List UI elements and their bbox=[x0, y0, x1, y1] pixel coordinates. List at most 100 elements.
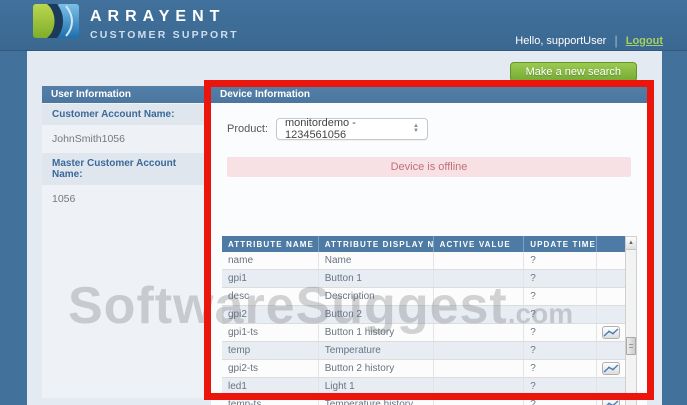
cell-actions bbox=[597, 288, 625, 305]
cell-display-name: Light 1 bbox=[319, 378, 434, 395]
cell-update-time: ? bbox=[524, 360, 597, 377]
device-status-banner: Device is offline bbox=[227, 157, 631, 177]
chart-history-button[interactable] bbox=[601, 326, 620, 339]
column-header-label: ACTIVE VALUE bbox=[439, 239, 511, 249]
scroll-up-button[interactable]: ▲ bbox=[626, 237, 636, 250]
column-header-label: UPDATE TIME bbox=[530, 239, 596, 249]
chart-history-button[interactable] bbox=[601, 398, 620, 405]
column-header-attribute-display-name[interactable]: ATTRIBUTE DISPLAY NAME▲▼ bbox=[319, 236, 434, 252]
cell-name: led1 bbox=[222, 378, 319, 395]
cell-display-name: Description bbox=[319, 288, 434, 305]
table-header-row: ATTRIBUTE NAME▲▼ATTRIBUTE DISPLAY NAME▲▼… bbox=[222, 236, 625, 252]
chart-history-button[interactable] bbox=[601, 362, 620, 375]
table-row: gpi2-ts Button 2 history? bbox=[222, 360, 625, 378]
greeting-text: Hello, supportUser bbox=[515, 34, 607, 47]
cell-update-time: ? bbox=[524, 324, 597, 341]
cell-name: gpi2-ts bbox=[222, 360, 319, 377]
brand-block: ARRAYENT CUSTOMER SUPPORT bbox=[90, 8, 239, 41]
account-field-value: 1056 bbox=[52, 193, 76, 205]
cell-display-name: Temperature history bbox=[319, 396, 434, 405]
cell-active-value bbox=[434, 342, 525, 359]
column-header-actions bbox=[597, 236, 625, 252]
cell-update-time: ? bbox=[524, 342, 597, 359]
product-select[interactable]: monitordemo - 1234561056 ▲ ▼ bbox=[275, 117, 428, 141]
cell-actions bbox=[597, 396, 625, 405]
cell-actions bbox=[597, 306, 625, 323]
table-row: gpi2 Button 2? bbox=[222, 306, 625, 324]
cell-actions bbox=[597, 270, 625, 287]
user-fields: Customer Account Name: JohnSmith1056 Maste… bbox=[42, 104, 214, 212]
table-row: desc Description? bbox=[222, 288, 625, 306]
cell-name: desc bbox=[222, 288, 319, 305]
column-header-label: ATTRIBUTE NAME bbox=[228, 239, 314, 249]
table-row: gpi1-ts Button 1 history? bbox=[222, 324, 625, 342]
product-label: Product: bbox=[227, 123, 268, 135]
logout-link[interactable]: Logout bbox=[625, 34, 663, 47]
cell-actions bbox=[597, 324, 625, 341]
column-header-active-value: ACTIVE VALUE bbox=[434, 236, 525, 252]
cell-actions bbox=[597, 378, 625, 395]
user-panel-title: User Information bbox=[42, 86, 214, 103]
account-field-value: JohnSmith1056 bbox=[52, 133, 125, 145]
table-row: temp Temperature? bbox=[222, 342, 625, 360]
arrayent-logo-icon bbox=[33, 4, 80, 43]
brand-title: ARRAYENT bbox=[90, 8, 226, 25]
table-scrollbar[interactable]: ▲ bbox=[625, 236, 637, 405]
cell-actions bbox=[597, 342, 625, 359]
cell-update-time: ? bbox=[524, 306, 597, 323]
cell-update-time: ? bbox=[524, 378, 597, 395]
cell-active-value bbox=[434, 306, 525, 323]
cell-name: temp-ts bbox=[222, 396, 319, 405]
select-arrows-icon: ▲ ▼ bbox=[413, 123, 419, 134]
cell-active-value bbox=[434, 252, 525, 269]
device-panel-title: Device Information bbox=[211, 86, 647, 103]
cell-update-time: ? bbox=[524, 288, 597, 305]
cell-active-value bbox=[434, 270, 525, 287]
cell-display-name: Button 1 bbox=[319, 270, 434, 287]
user-greeting: Hello, supportUser | Logout bbox=[515, 33, 663, 48]
greeting-separator: | bbox=[614, 33, 618, 48]
column-header-label: ATTRIBUTE DISPLAY NAME bbox=[324, 239, 433, 249]
cell-update-time: ? bbox=[524, 270, 597, 287]
cell-active-value bbox=[434, 378, 525, 395]
column-header-attribute-name[interactable]: ATTRIBUTE NAME▲▼ bbox=[222, 236, 319, 252]
cell-active-value bbox=[434, 324, 525, 341]
scrollbar-thumb[interactable] bbox=[626, 337, 636, 355]
cell-active-value bbox=[434, 360, 525, 377]
cell-name: gpi1 bbox=[222, 270, 319, 287]
device-information-panel: Device Information Product: monitordemo … bbox=[211, 86, 647, 405]
cell-actions bbox=[597, 252, 625, 269]
table-row: name Name? bbox=[222, 252, 625, 270]
table-body: name Name? gpi1 Button 1? desc Description? gp… bbox=[222, 252, 625, 405]
line-chart-icon bbox=[606, 400, 619, 405]
brand-subtitle: CUSTOMER SUPPORT bbox=[90, 29, 239, 41]
cell-display-name: Button 1 history bbox=[319, 324, 434, 341]
cell-update-time: ? bbox=[524, 252, 597, 269]
account-field-label: Master Customer Account Name: bbox=[42, 153, 214, 185]
table-row: gpi1 Button 1? bbox=[222, 270, 625, 288]
table-row: led1 Light 1? bbox=[222, 378, 625, 396]
cell-display-name: Name bbox=[319, 252, 434, 269]
cell-display-name: Button 2 history bbox=[319, 360, 434, 377]
content-area: Make a new search User Information Custo… bbox=[27, 51, 662, 405]
make-new-search-button[interactable]: Make a new search bbox=[509, 62, 637, 82]
cell-display-name: Button 2 bbox=[319, 306, 434, 323]
cell-name: name bbox=[222, 252, 319, 269]
cell-update-time: ? bbox=[524, 396, 597, 405]
cell-name: temp bbox=[222, 342, 319, 359]
column-header-update-time[interactable]: UPDATE TIME▲▼ bbox=[524, 236, 597, 252]
product-select-value: monitordemo - 1234561056 bbox=[284, 117, 356, 141]
user-information-panel: User Information Customer Account Name: J… bbox=[42, 86, 214, 398]
line-chart-icon bbox=[603, 328, 619, 337]
cell-actions bbox=[597, 360, 625, 377]
account-field-label: Customer Account Name: bbox=[42, 104, 214, 125]
line-chart-icon bbox=[603, 364, 619, 373]
attribute-table: ATTRIBUTE NAME▲▼ATTRIBUTE DISPLAY NAME▲▼… bbox=[222, 236, 637, 405]
cell-name: gpi1-ts bbox=[222, 324, 319, 341]
product-row: Product: monitordemo - 1234561056 ▲ ▼ bbox=[227, 117, 647, 141]
top-header: ARRAYENT CUSTOMER SUPPORT Hello, support… bbox=[0, 0, 687, 51]
cell-name: gpi2 bbox=[222, 306, 319, 323]
cell-active-value bbox=[434, 288, 525, 305]
table-row: temp-ts Temperature history? bbox=[222, 396, 625, 405]
